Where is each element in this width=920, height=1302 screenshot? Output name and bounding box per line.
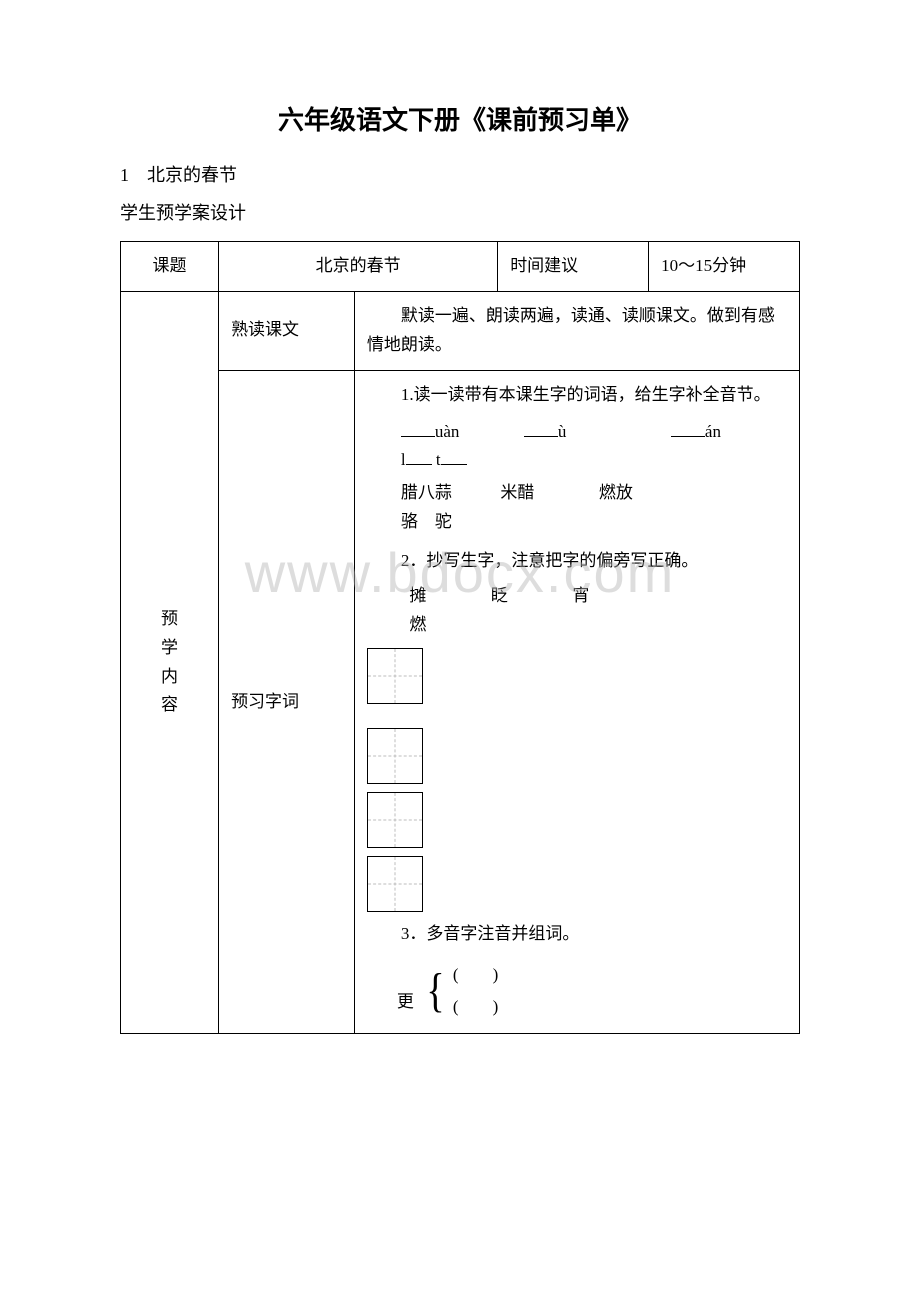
polyphone-block: 更 { ( ) ( ) [397, 959, 787, 1024]
side-label-cell: 预 学 内 容 [121, 291, 219, 1033]
vocab-word: 骆 [401, 512, 418, 531]
pinyin-blank[interactable] [401, 418, 435, 437]
vocab-item2-intro: 2．抄写生字，注意把字的偏旁写正确。 [367, 547, 787, 576]
vocab-item1-intro: 1.读一读带有本课生字的词语，给生字补全音节。 [367, 381, 787, 410]
tianzige-box[interactable] [367, 648, 423, 704]
pinyin-blank[interactable] [406, 447, 432, 466]
pinyin-blank[interactable] [671, 418, 705, 437]
tianzige-box[interactable] [367, 856, 423, 912]
pinyin-suffix: uàn [435, 422, 460, 441]
worksheet-table: 课题 北京的春节 时间建议 10～15分钟 预 学 内 容 熟读课文 默读一遍、… [120, 241, 800, 1034]
table-header-row: 课题 北京的春节 时间建议 10～15分钟 [121, 242, 800, 292]
word-row: 腊八蒜 米醋 燃放 骆 驼 [367, 479, 787, 537]
vocab-content-cell: 1.读一读带有本课生字的词语，给生字补全音节。 uàn ù án l t 腊八蒜… [354, 370, 799, 1034]
lesson-number: 1 北京的春节 [120, 161, 800, 187]
pinyin-suffix: ù [558, 422, 567, 441]
side-label-char: 容 [133, 691, 206, 720]
side-label-char: 预 [133, 605, 206, 634]
polyphone-char: 更 [397, 988, 414, 1023]
copy-char: 摊 [409, 586, 426, 605]
pinyin-row: uàn ù án l t [367, 418, 787, 476]
vocab-word: 燃放 [599, 483, 633, 502]
row-read: 预 学 内 容 熟读课文 默读一遍、朗读两遍，读通、读顺课文。做到有感情地朗读。 [121, 291, 800, 370]
tianzige-box[interactable] [367, 792, 423, 848]
read-content-cell: 默读一遍、朗读两遍，读通、读顺课文。做到有感情地朗读。 [354, 291, 799, 370]
read-label-cell: 熟读课文 [219, 291, 355, 370]
side-label-char: 学 [133, 634, 206, 663]
tianzige-row [367, 728, 787, 784]
time-label-cell: 时间建议 [498, 242, 649, 292]
copy-char-row: 摊 眨 宵 燃 [367, 582, 787, 640]
design-label: 学生预学案设计 [120, 199, 800, 225]
vocab-word: 腊八蒜 [401, 483, 452, 502]
copy-char: 燃 [409, 615, 426, 634]
tianzige-row [367, 792, 787, 848]
tianzige-row [367, 648, 787, 704]
pinyin-suffix: án [705, 422, 721, 441]
time-value-cell: 10～15分钟 [649, 242, 800, 292]
polyphone-entry[interactable]: ( ) [453, 991, 498, 1023]
vocab-label-cell: 预习字词 [219, 370, 355, 1034]
topic-label-cell: 课题 [121, 242, 219, 292]
page-title: 六年级语文下册《课前预习单》 [120, 100, 800, 137]
side-label-char: 内 [133, 663, 206, 692]
copy-char: 眨 [491, 586, 508, 605]
brace-rows: ( ) ( ) [453, 959, 498, 1024]
polyphone-entry[interactable]: ( ) [453, 959, 498, 991]
vocab-word: 米醋 [500, 483, 534, 502]
topic-value-cell: 北京的春节 [219, 242, 498, 292]
tianzige-row [367, 856, 787, 912]
copy-char: 宵 [572, 586, 589, 605]
tianzige-box[interactable] [367, 728, 423, 784]
brace-icon: { [426, 967, 444, 1015]
pinyin-blank[interactable] [441, 447, 467, 466]
vocab-word: 驼 [435, 512, 452, 531]
pinyin-blank[interactable] [524, 418, 558, 437]
row-vocab: 预习字词 1.读一读带有本课生字的词语，给生字补全音节。 uàn ù án l … [121, 370, 800, 1034]
vocab-item3-intro: 3．多音字注音并组词。 [367, 920, 787, 949]
